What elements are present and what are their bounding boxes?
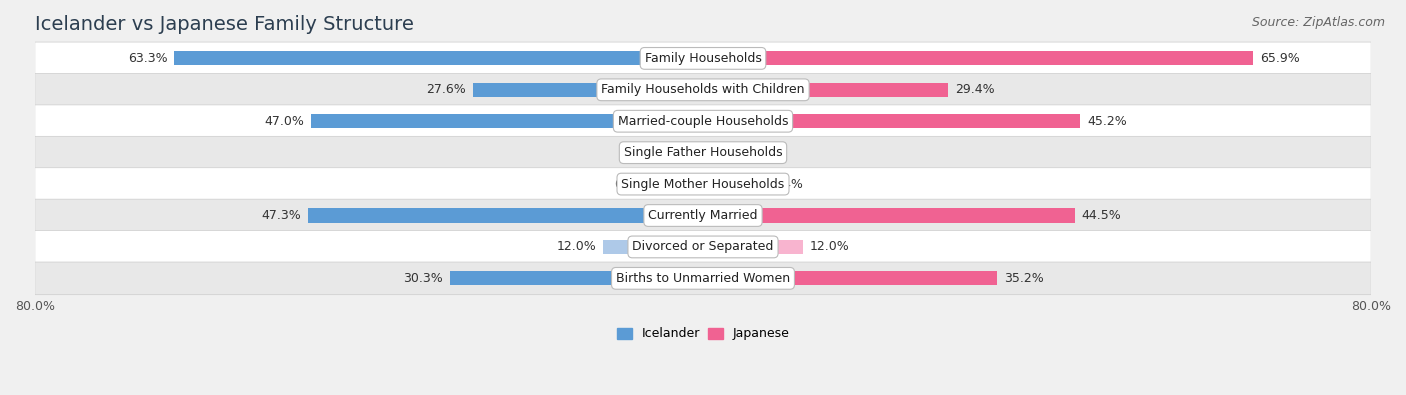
Text: 44.5%: 44.5%: [1081, 209, 1121, 222]
Text: 29.4%: 29.4%: [955, 83, 995, 96]
FancyBboxPatch shape: [35, 105, 1371, 137]
Text: Source: ZipAtlas.com: Source: ZipAtlas.com: [1251, 16, 1385, 29]
FancyBboxPatch shape: [35, 73, 1371, 106]
Bar: [683, 146, 703, 160]
Text: 7.4%: 7.4%: [772, 178, 803, 190]
Text: 12.0%: 12.0%: [810, 241, 849, 254]
Text: 45.2%: 45.2%: [1087, 115, 1126, 128]
Bar: [311, 114, 703, 128]
Text: 65.9%: 65.9%: [1260, 52, 1299, 65]
FancyBboxPatch shape: [35, 262, 1371, 295]
Bar: [703, 209, 1074, 222]
FancyBboxPatch shape: [35, 42, 1371, 75]
Bar: [703, 83, 949, 97]
Bar: [652, 177, 703, 191]
Text: Icelander vs Japanese Family Structure: Icelander vs Japanese Family Structure: [35, 15, 413, 34]
Text: Single Father Households: Single Father Households: [624, 146, 782, 159]
Text: 47.0%: 47.0%: [264, 115, 304, 128]
Bar: [703, 146, 727, 160]
Text: Family Households with Children: Family Households with Children: [602, 83, 804, 96]
Text: 30.3%: 30.3%: [404, 272, 443, 285]
Text: 6.0%: 6.0%: [614, 178, 647, 190]
Text: Single Mother Households: Single Mother Households: [621, 178, 785, 190]
Bar: [703, 114, 1080, 128]
Bar: [703, 240, 803, 254]
FancyBboxPatch shape: [35, 136, 1371, 169]
Text: 63.3%: 63.3%: [128, 52, 167, 65]
Legend: Icelander, Japanese: Icelander, Japanese: [612, 322, 794, 345]
Text: 35.2%: 35.2%: [1004, 272, 1043, 285]
Bar: [472, 83, 703, 97]
Text: 47.3%: 47.3%: [262, 209, 301, 222]
Bar: [603, 240, 703, 254]
Bar: [703, 271, 997, 286]
Text: 12.0%: 12.0%: [557, 241, 596, 254]
Bar: [174, 51, 703, 66]
Bar: [703, 177, 765, 191]
FancyBboxPatch shape: [35, 199, 1371, 232]
Text: Currently Married: Currently Married: [648, 209, 758, 222]
FancyBboxPatch shape: [35, 231, 1371, 263]
Text: Births to Unmarried Women: Births to Unmarried Women: [616, 272, 790, 285]
Bar: [308, 209, 703, 222]
Bar: [450, 271, 703, 286]
Text: 2.8%: 2.8%: [733, 146, 765, 159]
Text: 27.6%: 27.6%: [426, 83, 465, 96]
Text: Divorced or Separated: Divorced or Separated: [633, 241, 773, 254]
Text: Married-couple Households: Married-couple Households: [617, 115, 789, 128]
Text: Family Households: Family Households: [644, 52, 762, 65]
FancyBboxPatch shape: [35, 168, 1371, 200]
Bar: [703, 51, 1253, 66]
Text: 2.3%: 2.3%: [645, 146, 678, 159]
